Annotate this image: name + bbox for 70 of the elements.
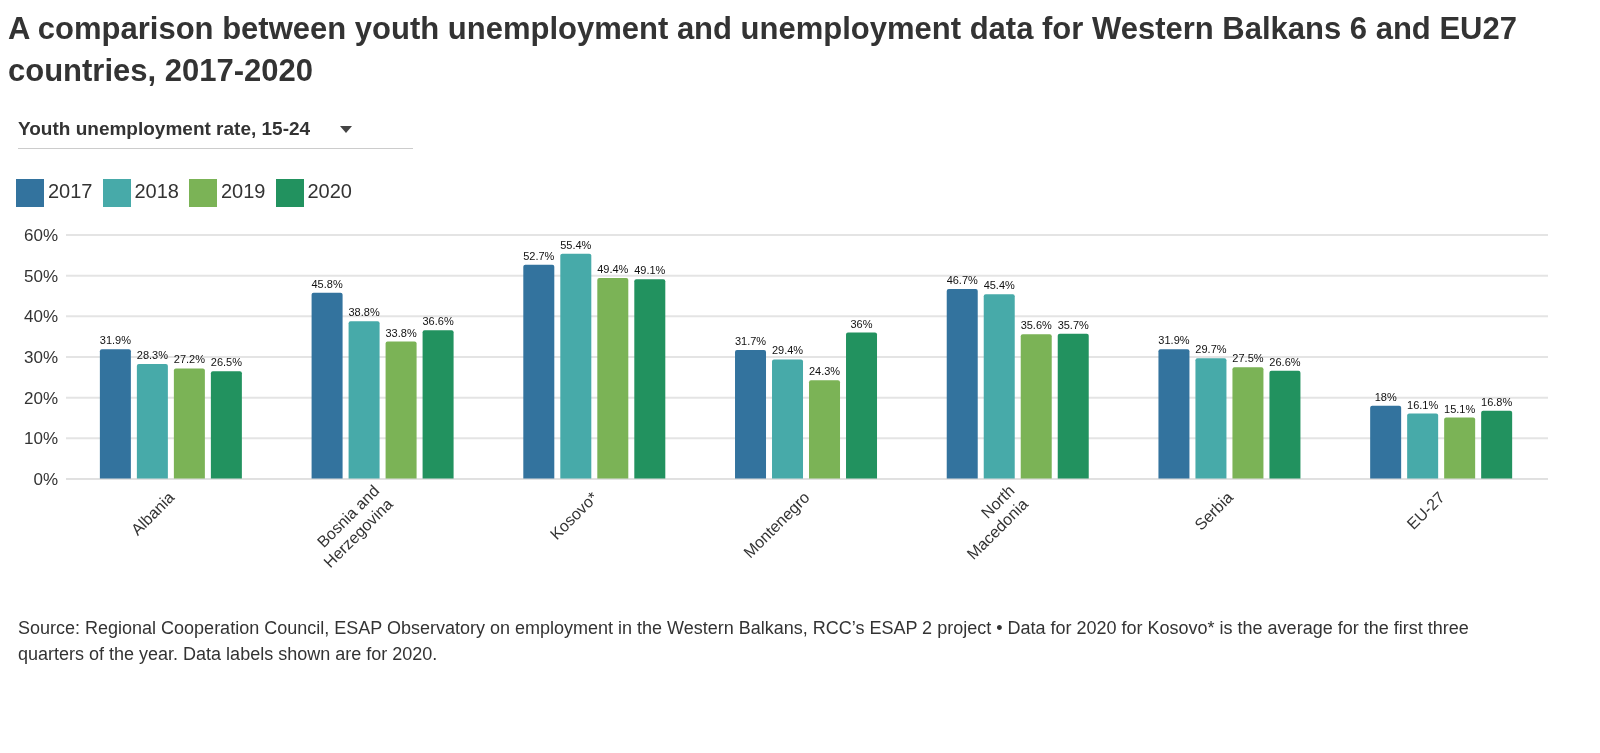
data-label: 26.6%: [1269, 355, 1301, 368]
data-label: 35.7%: [1057, 318, 1090, 331]
source-note: Source: Regional Cooperation Council, ESAP Observatory on employment in the Western Balkans, RCC’s ESAP 2 project • Data for 2020 for Kosovo* is the average for the first three quarters of the year. Data labels shown are for 2020.: [18, 617, 1470, 666]
bar: [1444, 417, 1476, 479]
bar: [1020, 334, 1052, 479]
data-label: 28.3%: [136, 348, 169, 361]
bar: [385, 341, 417, 479]
data-label: 29.4%: [771, 344, 804, 357]
bar: [348, 321, 380, 479]
bar: [311, 292, 343, 479]
data-label: 16.8%: [1481, 395, 1513, 408]
data-label: 46.7%: [946, 274, 979, 287]
data-label: 35.6%: [1020, 319, 1053, 332]
bar: [809, 380, 841, 479]
bar: [560, 253, 592, 479]
y-tick-label: 40%: [23, 307, 58, 327]
data-label: 45.8%: [311, 277, 343, 290]
bar: [1232, 367, 1264, 479]
bar: [983, 294, 1015, 479]
data-label: 31.9%: [99, 334, 132, 347]
data-label: 27.5%: [1232, 352, 1264, 365]
bar: [1481, 410, 1513, 479]
bar: [136, 363, 168, 479]
data-label: 55.4%: [560, 238, 592, 251]
legend-label: 2018: [134, 180, 179, 203]
data-label: 33.8%: [385, 326, 417, 339]
bar: [210, 371, 242, 479]
y-tick-label: 60%: [23, 226, 58, 246]
data-label: 29.7%: [1195, 343, 1227, 356]
data-label: 36%: [850, 317, 873, 330]
data-label: 18%: [1374, 390, 1397, 403]
data-label: 36.6%: [422, 315, 454, 328]
chart-subtitle: Youth unemployment rate, 15-24: [18, 118, 311, 140]
bar: [946, 289, 978, 479]
data-label: 24.3%: [808, 365, 841, 378]
bar: [422, 330, 454, 479]
data-label: 49.1%: [634, 264, 666, 277]
y-tick-label: 0%: [33, 470, 58, 490]
bar: [1269, 370, 1301, 479]
data-label: 31.7%: [734, 335, 767, 348]
data-label: 26.5%: [210, 356, 243, 369]
y-tick-label: 30%: [23, 348, 58, 368]
bar: [523, 264, 555, 479]
bar: [1370, 405, 1402, 479]
data-label: 31.9%: [1158, 334, 1190, 347]
data-label: 27.2%: [173, 353, 206, 366]
data-label: 38.8%: [348, 306, 380, 319]
y-tick-label: 10%: [23, 429, 58, 449]
data-label: 45.4%: [983, 279, 1016, 292]
bar: [1057, 333, 1089, 479]
bar: [597, 278, 629, 479]
bar: [1158, 349, 1190, 479]
y-tick-label: 50%: [23, 266, 58, 286]
data-label: 15.1%: [1444, 402, 1476, 415]
legend-label: 2017: [48, 180, 93, 203]
data-label: 49.4%: [597, 263, 629, 276]
bar: [1195, 358, 1227, 479]
bar: [846, 332, 878, 479]
data-label: 16.1%: [1407, 398, 1439, 411]
data-label: 52.7%: [523, 249, 555, 262]
bar: [1407, 413, 1439, 479]
bar: [735, 350, 767, 479]
y-tick-label: 20%: [23, 388, 58, 408]
bar: [99, 349, 131, 479]
bar: [634, 279, 666, 479]
legend-label: 2020: [307, 180, 352, 203]
legend-label: 2019: [221, 180, 266, 203]
chart-title: A comparison between youth unemployment and unemployment data for Western Balkans 6 and EU27 countries, 2017-2020: [8, 10, 1518, 90]
bar: [173, 368, 205, 479]
bar: [772, 359, 804, 479]
